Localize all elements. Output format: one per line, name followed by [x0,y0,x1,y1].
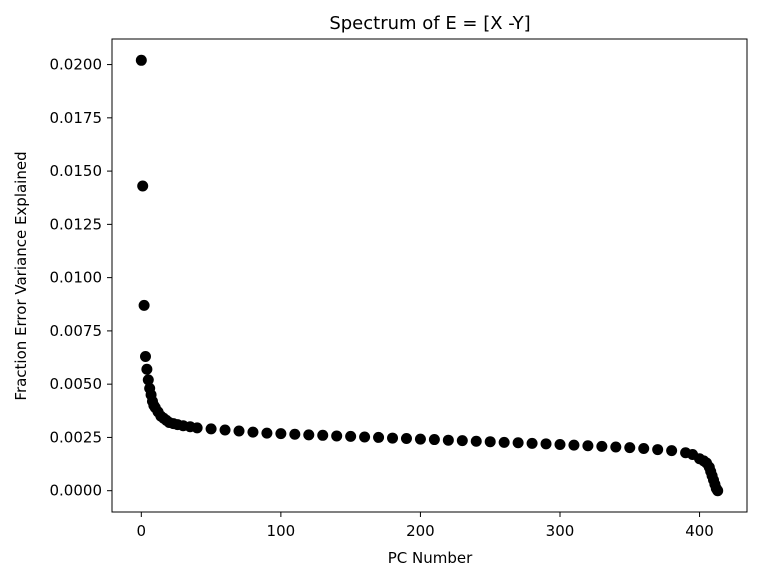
y-tick-label: 0.0000 [50,482,103,500]
x-tick-label: 0 [137,522,147,540]
plot-frame [111,38,748,513]
data-point [303,429,315,441]
data-point [638,443,650,455]
data-point [498,436,510,448]
data-point [373,431,385,443]
y-tick-label: 0.0075 [50,322,103,340]
chart-title: Spectrum of E = [X -Y] [329,13,530,34]
data-point [442,434,454,446]
data-point [414,433,426,445]
data-point [139,350,151,362]
y-tick-label: 0.0025 [50,428,103,446]
data-point [275,428,287,440]
data-point [400,432,412,444]
data-point [137,180,149,192]
data-point [345,430,357,442]
y-axis-label: Fraction Error Variance Explained [12,151,30,400]
data-point [610,441,622,453]
data-point [205,423,217,435]
data-point [568,439,580,451]
y-tick-label: 0.0125 [50,215,103,233]
data-point [135,54,147,66]
y-axis: 0.0000 0.0025 0.0050 0.0075 0.0100 0.0125 0.01… [50,56,112,500]
x-tick-label: 200 [406,522,435,540]
data-point [624,442,636,454]
data-points [135,54,724,497]
data-point [470,435,482,447]
data-point [317,429,329,441]
data-point [142,374,154,386]
data-point [387,432,399,444]
data-point [512,437,524,449]
data-point [138,299,150,311]
x-tick-label: 400 [685,522,714,540]
y-tick-label: 0.0100 [50,269,103,287]
data-point [540,438,552,450]
data-point [261,427,273,439]
data-point [712,485,724,497]
data-point [219,424,231,436]
data-point [526,437,538,449]
y-tick-label: 0.0150 [50,162,103,180]
data-point [652,444,664,456]
data-point [456,435,468,447]
data-point [331,430,343,442]
data-point [191,422,203,434]
x-tick-label: 300 [546,522,575,540]
y-tick-label: 0.0050 [50,375,103,393]
x-axis: 0 100 200 300 400 [137,512,714,540]
data-point [582,440,594,452]
data-point [484,436,496,448]
data-point [596,440,608,452]
x-axis-label: PC Number [388,549,473,567]
data-point [141,363,153,375]
data-point [289,428,301,440]
data-point [428,434,440,446]
y-tick-label: 0.0175 [50,109,103,127]
data-point [359,431,371,443]
y-tick-label: 0.0200 [50,56,103,74]
data-point [666,445,678,457]
x-tick-label: 100 [267,522,296,540]
data-point [554,438,566,450]
data-point [247,426,259,438]
data-point [233,425,245,437]
